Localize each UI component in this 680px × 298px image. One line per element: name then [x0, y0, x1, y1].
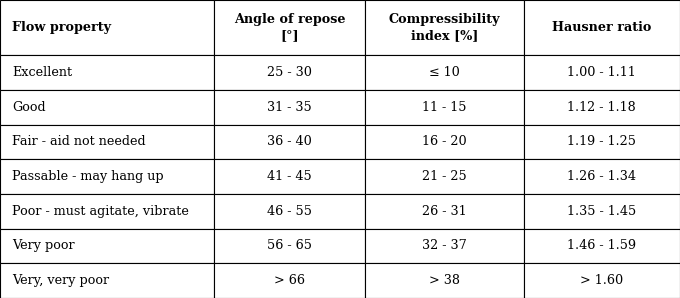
Text: 1.12 - 1.18: 1.12 - 1.18 — [567, 101, 636, 114]
Text: Compressibility
index [%]: Compressibility index [%] — [389, 13, 500, 42]
Bar — [365, 194, 524, 229]
Bar — [524, 229, 680, 263]
Text: Poor - must agitate, vibrate: Poor - must agitate, vibrate — [12, 205, 189, 218]
Bar — [214, 263, 365, 298]
Bar — [214, 229, 365, 263]
Text: > 1.60: > 1.60 — [580, 274, 624, 287]
Bar — [365, 159, 524, 194]
Text: 32 - 37: 32 - 37 — [422, 240, 466, 252]
Text: 26 - 31: 26 - 31 — [422, 205, 466, 218]
Bar — [365, 90, 524, 125]
Bar — [0, 194, 214, 229]
Bar — [214, 194, 365, 229]
Bar — [214, 159, 365, 194]
Text: ≤ 10: ≤ 10 — [429, 66, 460, 79]
Bar — [524, 90, 680, 125]
Bar — [524, 159, 680, 194]
Text: Angle of repose
[°]: Angle of repose [°] — [234, 13, 345, 42]
Bar — [0, 55, 214, 90]
Text: 36 - 40: 36 - 40 — [267, 135, 312, 148]
Text: Very poor: Very poor — [12, 240, 75, 252]
Bar — [365, 0, 524, 55]
Bar — [0, 125, 214, 159]
Text: 1.35 - 1.45: 1.35 - 1.45 — [567, 205, 636, 218]
Text: 11 - 15: 11 - 15 — [422, 101, 466, 114]
Bar — [0, 0, 214, 55]
Text: 31 - 35: 31 - 35 — [267, 101, 312, 114]
Text: Fair - aid not needed: Fair - aid not needed — [12, 135, 146, 148]
Bar — [524, 194, 680, 229]
Text: 25 - 30: 25 - 30 — [267, 66, 312, 79]
Text: 1.19 - 1.25: 1.19 - 1.25 — [567, 135, 636, 148]
Bar — [214, 125, 365, 159]
Bar — [365, 55, 524, 90]
Text: Excellent: Excellent — [12, 66, 72, 79]
Bar — [365, 229, 524, 263]
Bar — [365, 263, 524, 298]
Bar — [0, 263, 214, 298]
Text: 41 - 45: 41 - 45 — [267, 170, 312, 183]
Bar — [0, 229, 214, 263]
Text: 1.46 - 1.59: 1.46 - 1.59 — [567, 240, 636, 252]
Text: 46 - 55: 46 - 55 — [267, 205, 312, 218]
Text: 1.26 - 1.34: 1.26 - 1.34 — [567, 170, 636, 183]
Bar — [214, 0, 365, 55]
Text: Flow property: Flow property — [12, 21, 112, 34]
Text: 16 - 20: 16 - 20 — [422, 135, 466, 148]
Bar — [365, 125, 524, 159]
Bar — [524, 0, 680, 55]
Bar — [214, 90, 365, 125]
Bar — [524, 55, 680, 90]
Text: Very, very poor: Very, very poor — [12, 274, 109, 287]
Bar — [0, 159, 214, 194]
Text: 21 - 25: 21 - 25 — [422, 170, 466, 183]
Text: Passable - may hang up: Passable - may hang up — [12, 170, 164, 183]
Bar — [524, 125, 680, 159]
Text: Good: Good — [12, 101, 46, 114]
Bar — [524, 263, 680, 298]
Text: 56 - 65: 56 - 65 — [267, 240, 312, 252]
Bar — [214, 55, 365, 90]
Text: > 38: > 38 — [429, 274, 460, 287]
Text: > 66: > 66 — [274, 274, 305, 287]
Bar — [0, 90, 214, 125]
Text: Hausner ratio: Hausner ratio — [552, 21, 651, 34]
Text: 1.00 - 1.11: 1.00 - 1.11 — [567, 66, 636, 79]
